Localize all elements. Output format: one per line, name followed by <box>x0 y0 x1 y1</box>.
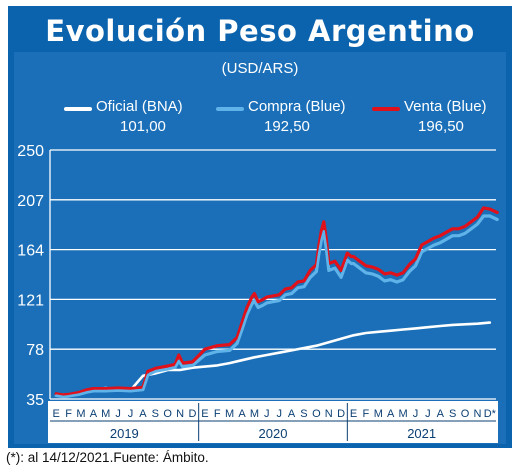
legend-swatch-oficial <box>64 107 92 111</box>
x-tick-label-17: J <box>264 408 270 420</box>
y-tick-label-250: 250 <box>17 143 44 160</box>
x-tick-label-21: O <box>312 408 321 420</box>
x-tick-label-10: N <box>176 408 184 420</box>
x-tick-label-24: E <box>350 408 357 420</box>
legend-label-compra: Compra (Blue) <box>248 98 346 115</box>
x-tick-label-9: O <box>163 408 172 420</box>
y-tick-label-78: 78 <box>26 342 44 359</box>
x-tick-label-35: D* <box>484 408 497 420</box>
x-tick-label-0: E <box>53 408 60 420</box>
x-tick-label-19: A <box>288 408 296 420</box>
legend-value-oficial: 101,00 <box>120 118 166 135</box>
x-tick-label-3: A <box>90 408 98 420</box>
y-tick-label-164: 164 <box>17 243 44 260</box>
y-tick-label-207: 207 <box>17 193 44 210</box>
x-tick-label-18: J <box>276 408 282 420</box>
legend-label-oficial: Oficial (BNA) <box>96 98 183 115</box>
x-tick-label-1: F <box>65 408 72 420</box>
year-label-2019: 2019 <box>110 426 139 441</box>
x-tick-label-29: J <box>413 408 419 420</box>
x-tick-label-12: E <box>201 408 208 420</box>
year-label-2020: 2020 <box>259 426 288 441</box>
x-tick-label-5: J <box>115 408 121 420</box>
x-tick-label-28: M <box>398 408 407 420</box>
x-tick-label-32: S <box>449 408 456 420</box>
series-line-compra-overlay <box>55 214 499 398</box>
x-tick-label-13: F <box>214 408 221 420</box>
x-tick-label-23: D <box>337 408 345 420</box>
legend-swatch-venta <box>372 107 400 111</box>
x-tick-label-30: J <box>425 408 431 420</box>
x-axis-band <box>48 401 498 443</box>
x-tick-label-8: S <box>152 408 159 420</box>
y-tick-label-121: 121 <box>17 292 44 309</box>
x-tick-label-15: A <box>238 408 246 420</box>
year-label-2021: 2021 <box>407 426 436 441</box>
x-tick-label-7: A <box>139 408 147 420</box>
plot-area <box>50 150 496 399</box>
x-tick-label-6: J <box>128 408 134 420</box>
series-line-venta-blue <box>54 206 499 397</box>
y-tick-label-35: 35 <box>26 392 44 409</box>
x-tick-label-16: M <box>250 408 259 420</box>
x-tick-label-11: D <box>188 408 196 420</box>
x-tick-label-2: M <box>76 408 85 420</box>
legend-label-venta: Venta (Blue) <box>404 98 487 115</box>
legend-value-compra: 192,50 <box>264 118 310 135</box>
x-tick-label-25: F <box>363 408 370 420</box>
legend-value-venta: 196,50 <box>418 118 464 135</box>
x-tick-label-22: N <box>325 408 333 420</box>
chart-title: Evolución Peso Argentino <box>45 14 475 48</box>
x-tick-label-34: N <box>473 408 481 420</box>
x-tick-label-20: S <box>300 408 307 420</box>
x-tick-label-33: O <box>461 408 470 420</box>
footnote: (*): al 14/12/2021.Fuente: Ámbito. <box>6 450 209 465</box>
title-bar: Evolución Peso Argentino <box>14 10 506 50</box>
x-tick-label-14: M <box>225 408 234 420</box>
x-tick-label-4: M <box>101 408 110 420</box>
legend-swatch-compra <box>216 107 244 111</box>
x-tick-label-27: A <box>387 408 395 420</box>
x-tick-label-31: A <box>437 408 445 420</box>
x-tick-label-26: M <box>374 408 383 420</box>
units-label: (USD/ARS) <box>221 60 299 77</box>
